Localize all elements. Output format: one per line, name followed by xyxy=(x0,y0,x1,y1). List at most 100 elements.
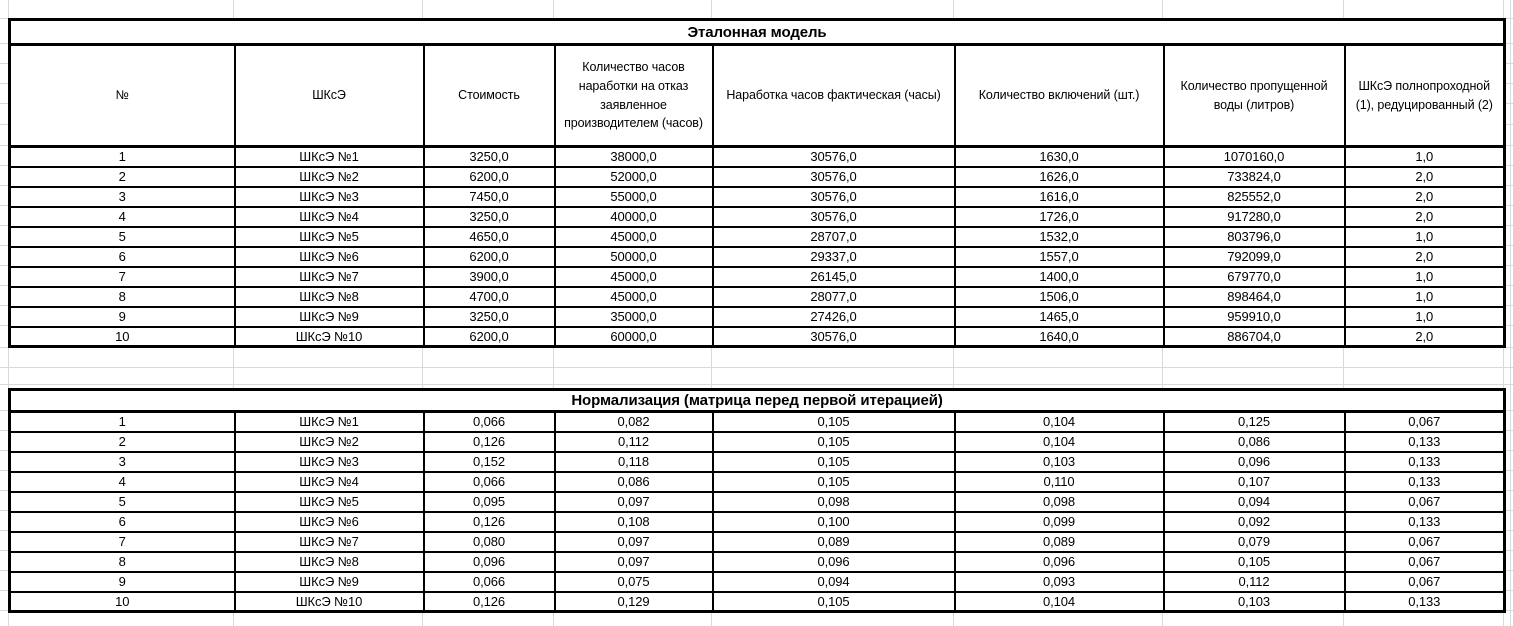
cell[interactable]: 5 xyxy=(8,490,236,513)
cell[interactable]: 2,0 xyxy=(1343,245,1506,268)
cell[interactable]: 45000,0 xyxy=(553,225,714,248)
cell[interactable]: 45000,0 xyxy=(553,265,714,288)
cell[interactable]: 30576,0 xyxy=(711,325,956,348)
cell[interactable]: ШКсЭ №7 xyxy=(233,530,425,553)
cell[interactable]: 0,067 xyxy=(1343,570,1506,593)
cell[interactable]: 1532,0 xyxy=(953,225,1165,248)
cell[interactable]: 0,099 xyxy=(953,510,1165,533)
cell[interactable]: 0,126 xyxy=(422,590,556,613)
cell[interactable]: 28707,0 xyxy=(711,225,956,248)
cell[interactable]: 30576,0 xyxy=(711,145,956,168)
cell[interactable]: 28077,0 xyxy=(711,285,956,308)
cell[interactable]: 4 xyxy=(8,205,236,228)
cell[interactable]: 0,067 xyxy=(1343,490,1506,513)
cell[interactable]: 0,104 xyxy=(953,590,1165,613)
cell[interactable]: 2 xyxy=(8,165,236,188)
cell[interactable]: 3 xyxy=(8,185,236,208)
cell[interactable]: 0,126 xyxy=(422,510,556,533)
cell[interactable]: 0,082 xyxy=(553,410,714,433)
cell[interactable]: 0,098 xyxy=(711,490,956,513)
cell[interactable]: 1,0 xyxy=(1343,145,1506,168)
column-header-shkse[interactable]: ШКсЭ xyxy=(233,43,425,148)
reference-model-title-cell[interactable]: Эталонная модель xyxy=(8,18,1506,46)
cell[interactable]: 10 xyxy=(8,590,236,613)
cell[interactable]: ШКсЭ №6 xyxy=(233,245,425,268)
cell[interactable]: 0,103 xyxy=(1162,590,1346,613)
cell[interactable]: 45000,0 xyxy=(553,285,714,308)
cell[interactable]: ШКсЭ №6 xyxy=(233,510,425,533)
normalization-title-cell[interactable]: Нормализация (матрица перед первой итера… xyxy=(7,388,1507,413)
cell[interactable]: 0,094 xyxy=(1162,490,1346,513)
cell[interactable]: 2,0 xyxy=(1343,185,1506,208)
cell[interactable]: 6200,0 xyxy=(422,245,556,268)
cell[interactable]: 4 xyxy=(8,470,236,493)
cell[interactable]: ШКсЭ №10 xyxy=(233,590,425,613)
cell[interactable]: 0,133 xyxy=(1343,590,1506,613)
cell[interactable]: 10 xyxy=(8,325,236,348)
cell[interactable]: 733824,0 xyxy=(1162,165,1346,188)
cell[interactable]: 0,086 xyxy=(553,470,714,493)
cell[interactable]: 52000,0 xyxy=(553,165,714,188)
cell[interactable]: 4700,0 xyxy=(422,285,556,308)
cell[interactable]: 7 xyxy=(8,265,236,288)
cell[interactable]: 0,067 xyxy=(1343,530,1506,553)
cell[interactable]: 50000,0 xyxy=(553,245,714,268)
cell[interactable]: 8 xyxy=(8,285,236,308)
cell[interactable]: 0,105 xyxy=(711,450,956,473)
cell[interactable]: 9 xyxy=(8,570,236,593)
cell[interactable]: 0,125 xyxy=(1162,410,1346,433)
cell[interactable]: 1630,0 xyxy=(953,145,1165,168)
cell[interactable]: 792099,0 xyxy=(1162,245,1346,268)
cell[interactable]: 0,096 xyxy=(711,550,956,573)
cell[interactable]: 1640,0 xyxy=(953,325,1165,348)
cell[interactable]: 959910,0 xyxy=(1162,305,1346,328)
column-header-type[interactable]: ШКсЭ полнопроходной (1), редуцированный … xyxy=(1343,43,1506,148)
cell[interactable]: 6200,0 xyxy=(422,325,556,348)
cell[interactable]: 0,089 xyxy=(711,530,956,553)
cell[interactable]: 3 xyxy=(8,450,236,473)
cell[interactable]: 40000,0 xyxy=(553,205,714,228)
cell[interactable]: 0,086 xyxy=(1162,430,1346,453)
cell[interactable]: ШКсЭ №5 xyxy=(233,225,425,248)
cell[interactable]: ШКсЭ №4 xyxy=(233,205,425,228)
cell[interactable]: 0,097 xyxy=(553,530,714,553)
cell[interactable]: 6 xyxy=(8,245,236,268)
cell[interactable]: ШКсЭ №8 xyxy=(233,550,425,573)
cell[interactable]: 0,095 xyxy=(422,490,556,513)
cell[interactable]: 0,096 xyxy=(953,550,1165,573)
cell[interactable]: 0,096 xyxy=(1162,450,1346,473)
cell[interactable]: 30576,0 xyxy=(711,165,956,188)
cell[interactable]: ШКсЭ №10 xyxy=(233,325,425,348)
cell[interactable]: 4650,0 xyxy=(422,225,556,248)
cell[interactable]: 7 xyxy=(8,530,236,553)
cell[interactable]: 30576,0 xyxy=(711,205,956,228)
cell[interactable]: 60000,0 xyxy=(553,325,714,348)
cell[interactable]: ШКсЭ №8 xyxy=(233,285,425,308)
cell[interactable]: 0,075 xyxy=(553,570,714,593)
cell[interactable]: 0,112 xyxy=(1162,570,1346,593)
cell[interactable]: 0,066 xyxy=(422,410,556,433)
cell[interactable]: 0,092 xyxy=(1162,510,1346,533)
cell[interactable]: ШКсЭ №1 xyxy=(233,145,425,168)
cell[interactable]: 1506,0 xyxy=(953,285,1165,308)
cell[interactable]: 1,0 xyxy=(1343,285,1506,308)
column-header-declared-hours[interactable]: Количество часов наработки на отказ заяв… xyxy=(553,43,714,148)
cell[interactable]: 2 xyxy=(8,430,236,453)
cell[interactable]: 0,100 xyxy=(711,510,956,533)
cell[interactable]: 1 xyxy=(8,410,236,433)
cell[interactable]: ШКсЭ №7 xyxy=(233,265,425,288)
cell[interactable]: 29337,0 xyxy=(711,245,956,268)
cell[interactable]: 2,0 xyxy=(1343,165,1506,188)
cell[interactable]: ШКсЭ №9 xyxy=(233,570,425,593)
cell[interactable]: 0,093 xyxy=(953,570,1165,593)
cell[interactable]: 1557,0 xyxy=(953,245,1165,268)
cell[interactable]: 0,133 xyxy=(1343,430,1506,453)
cell[interactable]: 3900,0 xyxy=(422,265,556,288)
cell[interactable]: 7450,0 xyxy=(422,185,556,208)
column-header-water-volume[interactable]: Количество пропущенной воды (литров) xyxy=(1162,43,1346,148)
cell[interactable]: 0,105 xyxy=(1162,550,1346,573)
column-header-number[interactable]: № xyxy=(8,43,236,148)
cell[interactable]: ШКсЭ №9 xyxy=(233,305,425,328)
cell[interactable]: ШКсЭ №3 xyxy=(233,185,425,208)
cell[interactable]: 803796,0 xyxy=(1162,225,1346,248)
